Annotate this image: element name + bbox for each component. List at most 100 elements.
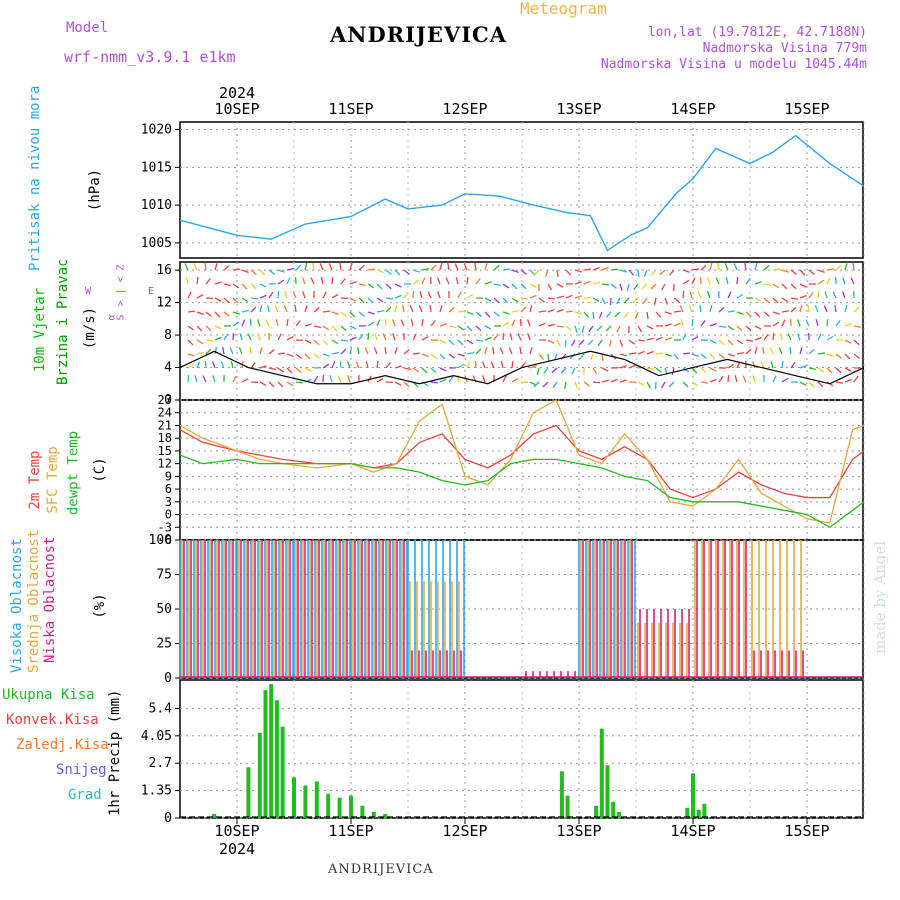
wind-compass: Z W E < | > S α <box>85 262 154 324</box>
wind-arrow-135 <box>319 263 324 271</box>
wind-arrow-171 <box>358 264 365 271</box>
wind-arrow-568 <box>754 280 762 285</box>
wind-arrow-437 <box>619 339 624 347</box>
wind-arrow-629 <box>808 381 815 388</box>
wind-arrow-14 <box>196 339 204 345</box>
wind-arrow-158 <box>340 339 349 342</box>
ytick-label-clouds-4: 100 <box>149 533 172 548</box>
wind-arrow-516 <box>699 304 702 313</box>
wind-arrow-515 <box>697 291 702 299</box>
wind-arrow-638 <box>817 381 824 388</box>
wind-arrow-213 <box>394 347 398 355</box>
wind-arrow-370 <box>556 283 564 288</box>
wind-arrow-464 <box>646 337 654 341</box>
wind-arrow-670 <box>853 325 861 328</box>
precip-bar-7 <box>292 777 296 818</box>
wind-arrow-147 <box>331 311 339 316</box>
wind-arrow-644 <box>826 335 834 341</box>
wind-arrow-442 <box>626 283 630 291</box>
wind-arrow-144 <box>328 263 333 271</box>
wind-arrow-527 <box>709 339 717 344</box>
wind-arrow-345 <box>529 305 533 313</box>
wind-arrow-136 <box>320 277 324 285</box>
wind-arrow-111 <box>294 304 297 313</box>
wind-arrow-267 <box>448 353 455 359</box>
wind-arrow-601 <box>781 360 784 369</box>
wind-arrow-438 <box>619 353 627 357</box>
wind-arrow-64 <box>250 283 257 290</box>
wind-arrow-253 <box>436 277 441 285</box>
wind-arrow-294 <box>475 348 482 355</box>
wind-arrow-543 <box>727 310 736 313</box>
precip-bar-19 <box>599 728 604 818</box>
ytick-label-wind-3: 12 <box>156 296 172 311</box>
wind-arrow-439 <box>619 365 627 369</box>
wind-arrow-663 <box>844 353 851 360</box>
ytick-label-pressure-3: 1020 <box>141 123 172 138</box>
wind-arrow-577 <box>763 283 772 286</box>
ytick-label-wind-1: 4 <box>164 361 172 376</box>
ytick-label-wind-0: 0 <box>164 393 172 408</box>
ytick-label-pressure-1: 1010 <box>141 198 172 213</box>
wind-arrow-329 <box>509 333 513 341</box>
wind-arrow-660 <box>844 305 848 313</box>
wind-arrow-358 <box>536 367 540 375</box>
wind-arrow-569 <box>754 297 762 302</box>
wind-arrow-89 <box>268 381 275 388</box>
precip-bar-15 <box>383 813 388 818</box>
wind-arrow-616 <box>797 319 801 327</box>
wind-arrow-466 <box>646 367 655 370</box>
wind-arrow-587 <box>772 297 779 304</box>
wind-arrow-350 <box>529 381 537 386</box>
wind-arrow-243 <box>430 264 437 271</box>
wind-arrow-428 <box>609 339 612 347</box>
wind-arrow-357 <box>538 353 544 360</box>
wind-arrow-407 <box>592 297 600 302</box>
wind-arrow-42 <box>222 347 225 355</box>
wind-arrow-76 <box>256 319 261 327</box>
wind-arrow-162 <box>349 263 353 271</box>
coordinates: lon,lat (19.7812E, 42.7188N) <box>647 25 867 40</box>
wind-arrow-119 <box>302 291 306 299</box>
wind-arrow-209 <box>394 294 402 299</box>
wind-arrow-598 <box>781 319 786 327</box>
wind-arrow-9 <box>193 263 198 271</box>
wind-arrow-581 <box>763 333 769 341</box>
wind-arrow-7 <box>187 363 195 369</box>
wind-arrow-200 <box>385 297 394 300</box>
wind-arrow-190 <box>376 283 383 290</box>
wind-arrow-105 <box>286 353 294 358</box>
wind-arrow-662 <box>844 339 852 344</box>
wind-arrow-169 <box>346 361 351 369</box>
wind-arrow-131 <box>313 339 320 346</box>
ytick-label-precip-0: 0 <box>164 811 172 826</box>
wind-arrow-610 <box>790 362 796 369</box>
wind-arrow-275 <box>457 339 464 346</box>
ytick-label-precip-3: 4.05 <box>141 729 172 744</box>
wind-arrow-423 <box>610 268 619 271</box>
wind-arrow-199 <box>385 283 392 290</box>
wind-arrow-323 <box>502 375 507 383</box>
wind-arrow-130 <box>313 325 321 329</box>
precip-label-snow: Snijeg <box>56 762 107 778</box>
wind-arrow-132 <box>313 353 320 359</box>
wind-arrow-504 <box>691 268 700 271</box>
precip-bar-20 <box>605 765 610 818</box>
wind-arrow-166 <box>349 325 357 330</box>
wind-arrow-293 <box>475 339 484 342</box>
model-label: Model <box>66 20 109 36</box>
wind-arrow-567 <box>754 263 758 271</box>
wind-arrow-531 <box>717 262 720 271</box>
wind-arrow-349 <box>529 365 537 369</box>
wind-arrow-397 <box>583 280 591 285</box>
wind-arrow-90 <box>277 269 285 273</box>
wind-arrow-324 <box>511 269 519 274</box>
wind-arrow-127 <box>310 277 315 285</box>
wind-arrow-572 <box>754 336 762 341</box>
panel-frame-wind <box>179 261 864 401</box>
wind-arrow-309 <box>493 311 500 317</box>
bottom-day-label-3: 13SEP <box>556 822 601 840</box>
temp-line-dew <box>179 454 865 529</box>
wind-arrow-390 <box>574 311 582 315</box>
wind-arrow-421 <box>601 367 609 372</box>
